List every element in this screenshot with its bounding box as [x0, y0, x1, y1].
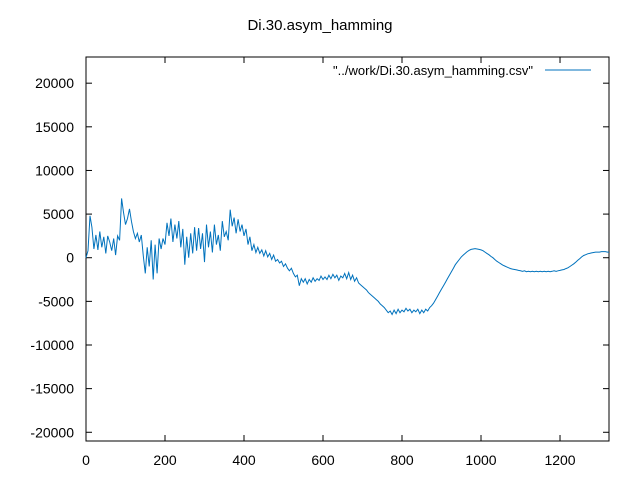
legend-label: "../work/Di.30.asym_hamming.csv" — [333, 63, 533, 78]
y-tick-label: 5000 — [43, 206, 74, 222]
axis-ticks — [85, 57, 609, 441]
legend: "../work/Di.30.asym_hamming.csv" — [333, 63, 591, 78]
y-tick-label: -10000 — [30, 337, 74, 353]
series-line — [85, 198, 609, 316]
y-tick-label: 10000 — [35, 162, 74, 178]
plot-border — [85, 56, 610, 442]
y-tick-label: -15000 — [30, 381, 74, 397]
x-tick-label: 1200 — [544, 452, 575, 468]
y-tick-label: 15000 — [35, 119, 74, 135]
y-tick-labels: 20000 15000 10000 5000 0 -5000 -10000 -15000 -20… — [30, 75, 74, 440]
x-tick-labels: 0 200 400 600 800 1000 1200 — [82, 452, 576, 468]
series-group — [85, 198, 609, 316]
x-tick-label: 0 — [82, 452, 90, 468]
x-tick-label: 800 — [390, 452, 414, 468]
chart-title: Di.30.asym_hamming — [247, 17, 393, 34]
x-tick-label: 200 — [153, 452, 177, 468]
y-tick-label: -5000 — [38, 293, 74, 309]
y-tick-label: 20000 — [35, 75, 74, 91]
x-tick-label: 400 — [232, 452, 256, 468]
y-tick-label: -20000 — [30, 424, 74, 440]
x-tick-label: 600 — [311, 452, 335, 468]
plot-frame — [85, 56, 610, 442]
y-tick-label: 0 — [66, 250, 74, 266]
x-tick-label: 1000 — [465, 452, 496, 468]
